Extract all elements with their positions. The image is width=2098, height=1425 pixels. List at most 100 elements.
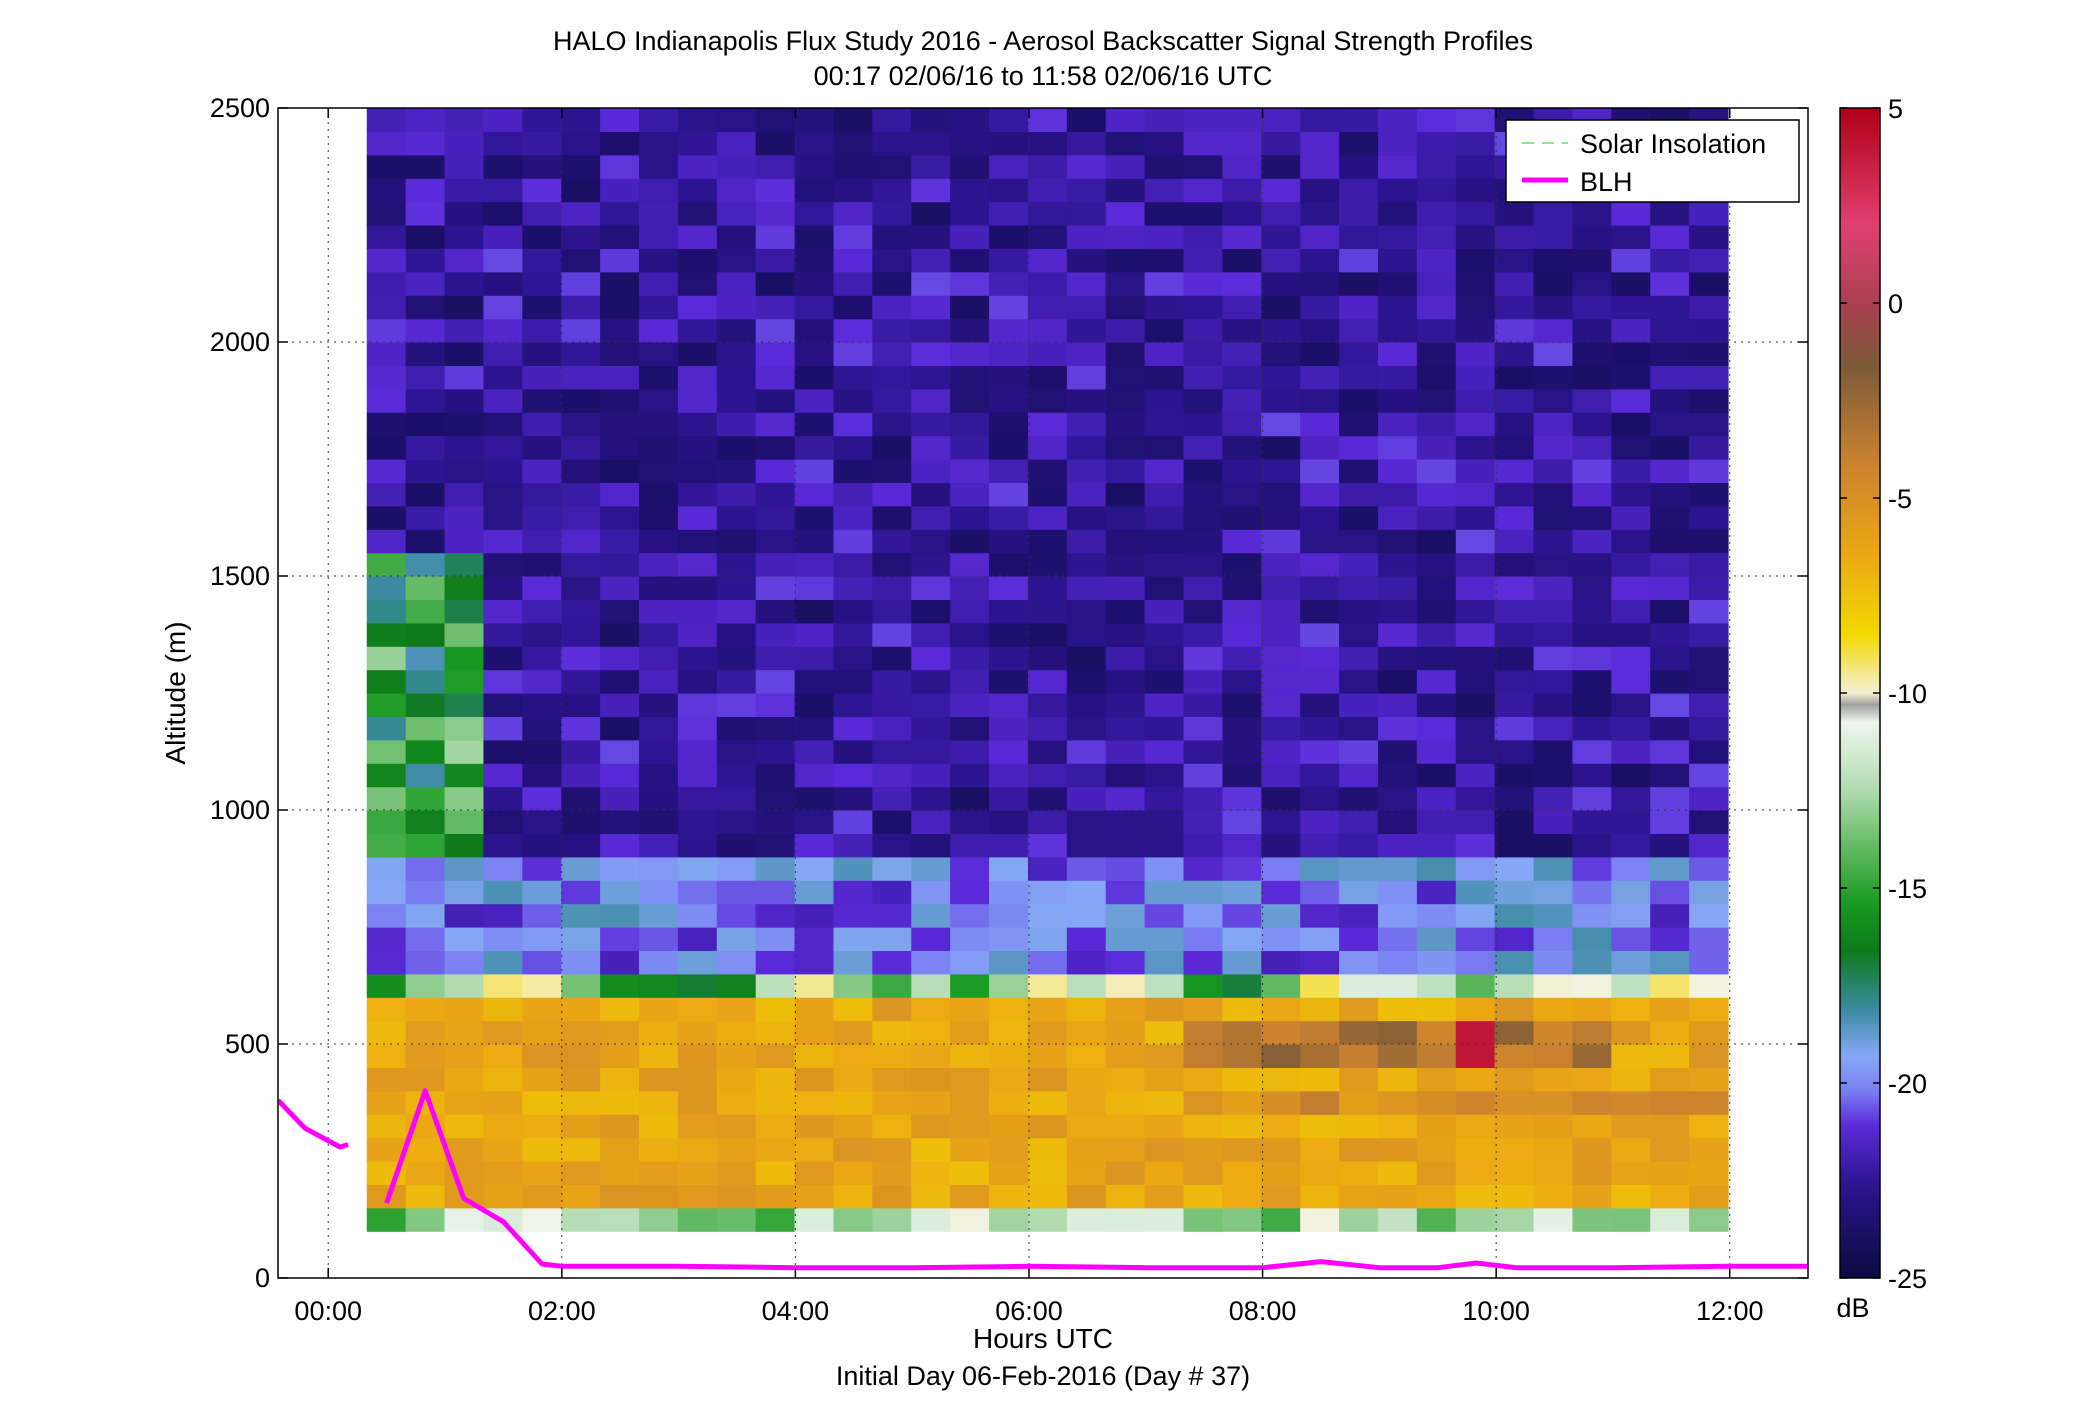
heatmap-cell bbox=[1494, 388, 1535, 413]
heatmap-cell bbox=[1377, 599, 1418, 624]
heatmap-cell bbox=[444, 365, 485, 390]
heatmap-cell bbox=[1066, 108, 1107, 132]
heatmap-cell bbox=[677, 810, 718, 834]
heatmap-cell bbox=[561, 810, 601, 834]
heatmap-cell bbox=[677, 412, 718, 437]
heatmap-cell bbox=[1572, 903, 1612, 928]
heatmap-cell bbox=[444, 1044, 485, 1068]
heatmap-cell bbox=[600, 225, 640, 249]
heatmap-cell bbox=[366, 248, 407, 273]
heatmap-cell bbox=[1183, 435, 1223, 460]
heatmap-cell bbox=[405, 342, 446, 366]
heatmap-cell bbox=[366, 739, 407, 764]
heatmap-cell bbox=[1533, 342, 1574, 366]
heatmap-cell bbox=[1261, 131, 1301, 156]
heatmap-cell bbox=[1494, 622, 1535, 647]
heatmap-cell bbox=[1572, 1114, 1612, 1139]
heatmap-cell bbox=[1572, 342, 1612, 366]
heatmap-cell bbox=[1650, 927, 1690, 951]
heatmap-cell bbox=[794, 950, 835, 975]
heatmap-cell bbox=[833, 950, 873, 975]
heatmap-cell bbox=[1416, 1067, 1457, 1092]
heatmap-cell bbox=[639, 1207, 679, 1232]
heatmap-cell bbox=[794, 1067, 835, 1092]
heatmap-cell bbox=[1066, 318, 1107, 343]
heatmap-cell bbox=[1494, 318, 1535, 343]
heatmap-cell bbox=[1611, 786, 1651, 811]
heatmap-cell bbox=[600, 108, 640, 132]
heatmap-cell bbox=[1066, 201, 1107, 226]
heatmap-cell bbox=[1533, 622, 1574, 647]
heatmap-cell bbox=[444, 646, 485, 671]
heatmap-cell bbox=[1300, 529, 1340, 554]
heatmap-cell bbox=[833, 295, 873, 320]
heatmap-cell bbox=[1183, 599, 1223, 624]
heatmap-cell bbox=[600, 295, 640, 320]
heatmap-cell bbox=[561, 108, 601, 132]
heatmap-cell bbox=[716, 295, 757, 320]
heatmap-cell bbox=[794, 154, 835, 179]
heatmap-cell bbox=[444, 459, 485, 483]
heatmap-cell bbox=[600, 505, 640, 530]
heatmap-cell bbox=[950, 669, 990, 694]
heatmap-cell bbox=[1222, 178, 1262, 203]
heatmap-cell bbox=[989, 271, 1029, 296]
heatmap-cell bbox=[872, 950, 912, 975]
heatmap-cell bbox=[911, 716, 951, 741]
heatmap-cell bbox=[483, 1161, 523, 1185]
heatmap-cell bbox=[561, 950, 601, 975]
heatmap-cell bbox=[1222, 669, 1262, 694]
heatmap-cell bbox=[794, 669, 835, 694]
heatmap-cell bbox=[1650, 810, 1690, 834]
heatmap-cell bbox=[1144, 927, 1185, 951]
heatmap-cell bbox=[1455, 552, 1496, 577]
heatmap-cell bbox=[1377, 1090, 1418, 1115]
heatmap-cell bbox=[755, 716, 796, 741]
heatmap-cell bbox=[405, 880, 446, 905]
heatmap-cell bbox=[405, 225, 446, 249]
heatmap-cell bbox=[1416, 880, 1457, 905]
heatmap-cell bbox=[600, 880, 640, 905]
heatmap-cell bbox=[1533, 412, 1574, 437]
heatmap-cell bbox=[794, 903, 835, 928]
heatmap-cell bbox=[366, 786, 407, 811]
heatmap-cell bbox=[1494, 669, 1535, 694]
heatmap-cell bbox=[950, 178, 990, 203]
heatmap-cell bbox=[677, 1090, 718, 1115]
heatmap-cell bbox=[794, 810, 835, 834]
chart-subtitle: 00:17 02/06/16 to 11:58 02/06/16 UTC bbox=[814, 61, 1273, 91]
heatmap-cell bbox=[872, 412, 912, 437]
heatmap-cell bbox=[444, 1020, 485, 1045]
heatmap-cell bbox=[1377, 482, 1418, 507]
heatmap-cell bbox=[1572, 1067, 1612, 1092]
heatmap-cell bbox=[522, 1137, 562, 1162]
heatmap-cell bbox=[1377, 271, 1418, 296]
heatmap-cell bbox=[1611, 1114, 1651, 1139]
heatmap-cell bbox=[755, 154, 796, 179]
heatmap-cell bbox=[1377, 1184, 1418, 1209]
heatmap-cell bbox=[1105, 903, 1146, 928]
heatmap-cell bbox=[1572, 1137, 1612, 1162]
heatmap-cell bbox=[1377, 552, 1418, 577]
heatmap-cell bbox=[1144, 1114, 1185, 1139]
heatmap-cell bbox=[1572, 552, 1612, 577]
heatmap-cell bbox=[1572, 412, 1612, 437]
heatmap-cell bbox=[444, 271, 485, 296]
heatmap-cell bbox=[1300, 1067, 1340, 1092]
heatmap-cell bbox=[1455, 833, 1496, 858]
heatmap-cell bbox=[483, 529, 523, 554]
heatmap-cell bbox=[405, 997, 446, 1022]
heatmap-cell bbox=[716, 412, 757, 437]
heatmap-cell bbox=[1066, 739, 1107, 764]
heatmap-cell bbox=[716, 599, 757, 624]
heatmap-cell bbox=[1300, 318, 1340, 343]
heatmap-cell bbox=[872, 529, 912, 554]
heatmap-cell bbox=[872, 739, 912, 764]
heatmap-cell bbox=[405, 786, 446, 811]
heatmap-cell bbox=[755, 833, 796, 858]
heatmap-cell bbox=[1416, 248, 1457, 273]
heatmap-cell bbox=[405, 201, 446, 226]
heatmap-cell bbox=[1689, 646, 1729, 671]
heatmap-cell bbox=[639, 505, 679, 530]
